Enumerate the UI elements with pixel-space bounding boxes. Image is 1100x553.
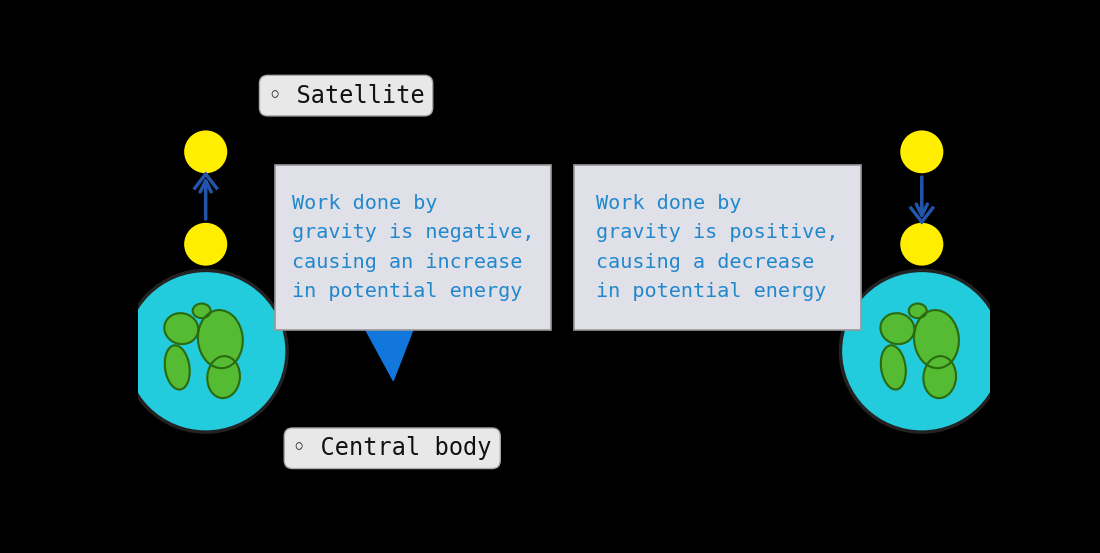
- Ellipse shape: [165, 345, 189, 389]
- Circle shape: [186, 132, 225, 172]
- Ellipse shape: [881, 345, 905, 389]
- Ellipse shape: [914, 310, 959, 368]
- Circle shape: [124, 270, 287, 432]
- Text: ◦ Satellite: ◦ Satellite: [267, 84, 425, 108]
- Text: Work done by
gravity is positive,
causing a decrease
in potential energy: Work done by gravity is positive, causin…: [596, 194, 838, 301]
- Ellipse shape: [164, 313, 198, 344]
- Text: Work done by
gravity is negative,
causing an increase
in potential energy: Work done by gravity is negative, causin…: [292, 194, 535, 301]
- FancyBboxPatch shape: [574, 165, 860, 331]
- Text: ◦ Central body: ◦ Central body: [293, 436, 492, 460]
- Polygon shape: [366, 331, 412, 380]
- Ellipse shape: [923, 356, 956, 398]
- Circle shape: [840, 270, 1003, 432]
- Circle shape: [186, 224, 225, 264]
- Ellipse shape: [909, 304, 926, 318]
- Circle shape: [902, 224, 942, 264]
- Ellipse shape: [880, 313, 914, 344]
- Ellipse shape: [198, 310, 243, 368]
- Circle shape: [902, 132, 942, 172]
- Ellipse shape: [192, 304, 210, 318]
- FancyBboxPatch shape: [275, 165, 551, 331]
- Ellipse shape: [207, 356, 240, 398]
